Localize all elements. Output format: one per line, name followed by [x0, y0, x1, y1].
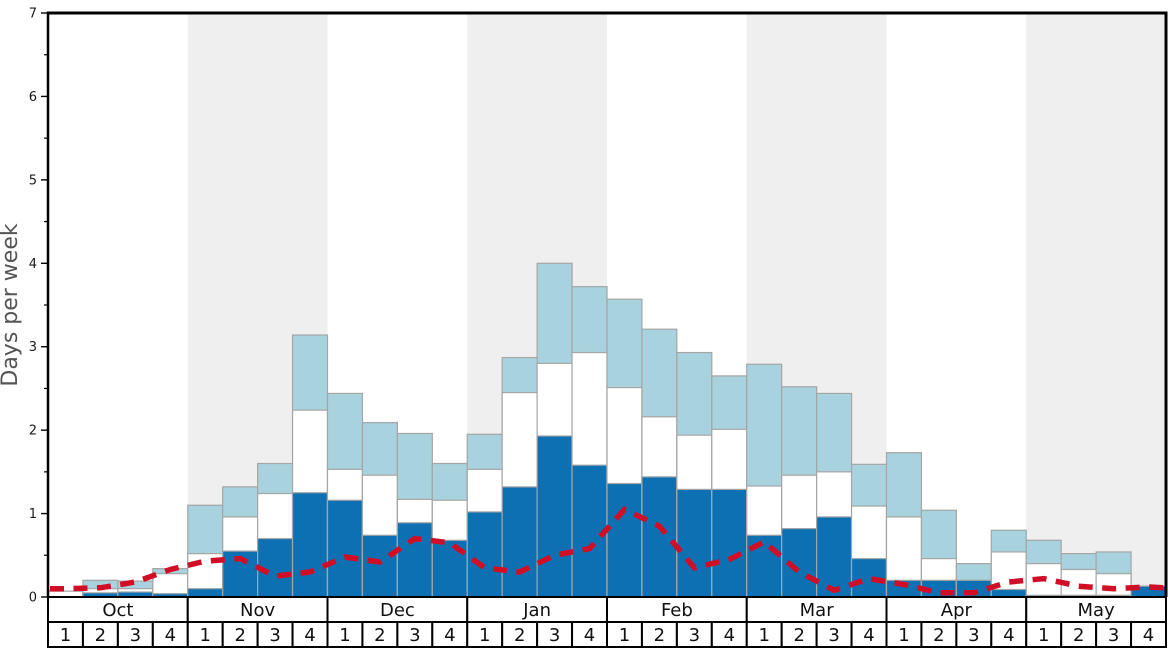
bar-segment-dark-blue-bottom	[361, 534, 398, 598]
month-label: May	[1078, 600, 1116, 621]
month-row: Oct Nov Dec Jan Feb Mar Apr May	[47, 596, 1167, 623]
week-label: 2	[374, 625, 385, 646]
week-label: 1	[60, 625, 71, 646]
week-label: 2	[514, 625, 525, 646]
week-label: 4	[1003, 625, 1014, 646]
y-tick-label: 2	[29, 424, 37, 439]
week-label: 1	[619, 625, 630, 646]
week-label: 3	[1108, 625, 1119, 646]
week-label: 4	[444, 625, 455, 646]
month-label: Dec	[380, 600, 415, 621]
week-label: 4	[863, 625, 874, 646]
y-tick-label: 0	[29, 591, 37, 606]
bar-segment-dark-blue-bottom	[571, 464, 608, 598]
bar-segment-dark-blue-bottom	[711, 488, 748, 598]
red-dashed-line	[50, 506, 1165, 596]
bar-segment-dark-blue-bottom	[396, 522, 433, 598]
month-label: Mar	[800, 600, 835, 621]
bars-group	[47, 262, 1167, 598]
month-band	[1026, 13, 1166, 597]
week-label: 3	[409, 625, 420, 646]
week-label: 3	[130, 625, 141, 646]
bar-segment-white-middle	[1095, 573, 1132, 598]
week-label: 1	[339, 625, 350, 646]
bar-segment-dark-blue-bottom	[990, 588, 1027, 598]
week-label: 3	[828, 625, 839, 646]
y-tick-label: 4	[29, 257, 37, 272]
week-row: 1 2 3 4 1 2 3 4 1 2 3 4 1 2 3 4 1 2 3 4 1 2 3 4 1 2 3 4 1 2 3 4	[47, 621, 1168, 648]
week-label: 4	[304, 625, 315, 646]
week-label: 1	[199, 625, 210, 646]
y-axis: 0 1 2 3 4 5 6 7	[29, 7, 48, 606]
bar-segment-dark-blue-bottom	[291, 492, 329, 598]
week-label: 2	[234, 625, 245, 646]
week-label: 2	[654, 625, 665, 646]
y-tick-label: 1	[29, 507, 37, 522]
week-label: 2	[933, 625, 944, 646]
y-tick-label: 7	[29, 7, 37, 22]
bar-segment-dark-blue-bottom	[606, 482, 643, 598]
bar-segment-dark-blue-bottom	[746, 534, 783, 598]
week-label: 3	[269, 625, 280, 646]
week-label: 4	[584, 625, 595, 646]
axis-spines	[46, 11, 1168, 597]
y-tick-label: 5	[29, 173, 37, 188]
y-tick-label: 3	[29, 340, 37, 355]
week-label: 1	[758, 625, 769, 646]
bar-segment-dark-blue-bottom	[676, 488, 713, 598]
week-label: 3	[689, 625, 700, 646]
week-label: 1	[898, 625, 909, 646]
week-label: 2	[1073, 625, 1084, 646]
y-tick-label: 6	[29, 90, 37, 105]
week-label: 4	[165, 625, 176, 646]
y-axis-title: Days per week	[0, 223, 23, 386]
week-label: 1	[479, 625, 490, 646]
week-label: 2	[95, 625, 106, 646]
bar-segment-dark-blue-bottom	[187, 588, 224, 598]
week-label: 4	[1143, 625, 1154, 646]
month-label: Jan	[522, 600, 551, 621]
bar-segment-dark-blue-bottom	[466, 511, 503, 598]
bar-segment-dark-blue-bottom	[536, 435, 573, 598]
bar-segment-dark-blue-bottom	[326, 499, 364, 598]
month-label: Oct	[102, 600, 133, 621]
bar-segment-dark-blue-bottom	[501, 486, 538, 598]
week-label: 4	[724, 625, 735, 646]
bar-segment-dark-blue-bottom	[641, 476, 678, 598]
week-label: 3	[968, 625, 979, 646]
month-label: Nov	[240, 600, 275, 621]
week-label: 1	[1038, 625, 1049, 646]
month-band	[48, 13, 188, 597]
month-label: Feb	[661, 600, 693, 621]
week-label: 2	[793, 625, 804, 646]
bar-segment-dark-blue-bottom	[850, 558, 888, 598]
week-label: 3	[549, 625, 560, 646]
month-label: Apr	[941, 600, 973, 621]
bar-segment-dark-blue-bottom	[816, 516, 853, 598]
